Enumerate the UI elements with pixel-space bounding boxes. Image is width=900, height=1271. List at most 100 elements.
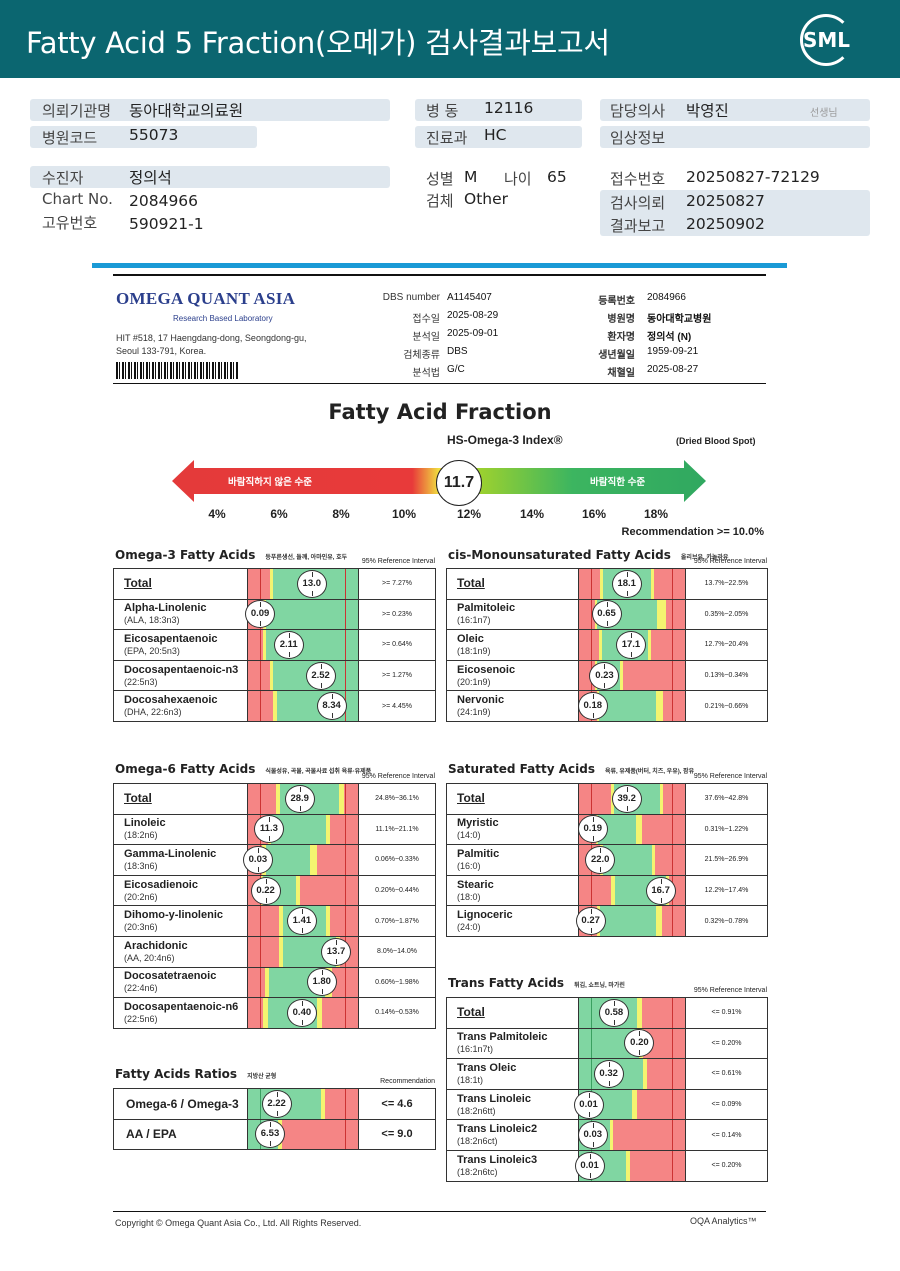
borderline-zone bbox=[278, 906, 284, 936]
trans-row: Trans Linoleic3 (18:2n6tc) 0.01 <= 0.20% bbox=[446, 1149, 768, 1182]
analyte-notation: (EPA, 20:5n3) bbox=[124, 645, 180, 656]
analyte-label: Nervonic bbox=[457, 694, 505, 707]
omega3-table: Total 13.0 >= 7.27% Alpha-Linolenic (ALA, 18… bbox=[113, 568, 436, 722]
lab-field-label: 분석일 bbox=[412, 332, 440, 343]
doctor-box bbox=[600, 99, 870, 121]
analyte-notation: (16:1n7t) bbox=[457, 1044, 494, 1055]
borderline-zone bbox=[263, 998, 268, 1028]
cismono-row: Total 18.1 13.7%~22.5% bbox=[446, 568, 768, 600]
analyte-label: Gamma-Linolenic bbox=[124, 847, 217, 860]
result-bar: 0.03 bbox=[242, 844, 359, 876]
guide-line bbox=[260, 936, 262, 967]
borderline-zone bbox=[309, 845, 318, 875]
analyte-label: Dihomo-y-linolenic bbox=[124, 909, 223, 922]
lab-field-label: 등록번호 bbox=[598, 296, 635, 307]
result-marker: 1.41 bbox=[286, 907, 317, 936]
result-marker: 0.27 bbox=[575, 907, 606, 936]
analyte-name: Omega-6 / Omega-3 bbox=[113, 1088, 248, 1120]
omega3-row: Docosapentaenoic-n3 (22:5n3) 2.52 >= 1.27% bbox=[113, 659, 436, 692]
trans-row: Total 0.58 <= 0.91% bbox=[446, 997, 768, 1029]
saturated-heading: Saturated Fatty Acids 육류, 유제품(버터, 치즈, 우유)… bbox=[448, 762, 694, 776]
borderline-zone bbox=[637, 998, 642, 1028]
out-of-range-zone bbox=[248, 906, 279, 936]
analyte-name: Trans Linoleic2 (18:2n6ct) bbox=[446, 1119, 579, 1151]
sample-type: (Dried Blood Spot) bbox=[676, 436, 756, 446]
out-of-range-zone bbox=[641, 814, 685, 845]
borderline-zone bbox=[659, 784, 663, 814]
omega6-row: Gamma-Linolenic (18:3n6) 0.03 0.06%~0.33% bbox=[113, 844, 436, 876]
out-of-range-zone bbox=[248, 569, 270, 599]
reference-range: >= 1.27% bbox=[358, 659, 436, 692]
guide-line bbox=[672, 845, 674, 875]
result-marker: 2.52 bbox=[305, 661, 336, 690]
analyte-name: Trans Linoleic (18:2n6tt) bbox=[446, 1088, 579, 1121]
borderline-zone bbox=[632, 1089, 638, 1120]
result-bar: 0.65 bbox=[578, 598, 686, 631]
ward-value: 12116 bbox=[484, 99, 534, 117]
omega6-row: Linoleic (18:2n6) 11.3 11.1%~21.1% bbox=[113, 813, 436, 846]
clinical-box bbox=[600, 126, 870, 148]
lab-field-label: 검체종류 bbox=[403, 350, 440, 361]
guide-line bbox=[590, 1059, 592, 1089]
result-bar: 6.53 bbox=[247, 1118, 359, 1151]
lab-tagline: Research Based Laboratory bbox=[173, 314, 273, 323]
result-bar: 0.20 bbox=[578, 1027, 686, 1060]
result-marker: 2.11 bbox=[273, 630, 304, 659]
out-of-range-zone bbox=[321, 998, 358, 1028]
ratios-reference-header: Recommendation bbox=[380, 1078, 435, 1085]
lab-field-label: 생년월일 bbox=[598, 350, 635, 361]
saturated-reference-header: 95% Reference Interval bbox=[693, 773, 767, 780]
total-label: Total bbox=[457, 576, 485, 591]
reference-range: 0.31%~1.22% bbox=[685, 813, 768, 846]
omega3-row: Total 13.0 >= 7.27% bbox=[113, 568, 436, 600]
guide-line bbox=[260, 569, 262, 599]
analyte-label: Trans Oleic bbox=[457, 1061, 517, 1074]
cismono-table: Total 18.1 13.7%~22.5% Palmitoleic (16:1n7) 0… bbox=[446, 568, 768, 722]
result-marker: 0.65 bbox=[591, 600, 622, 629]
analyte-notation: (24:0) bbox=[457, 922, 481, 933]
lab-field-label: 환자명 bbox=[607, 332, 635, 343]
analyte-notation: (22:5n3) bbox=[124, 676, 158, 687]
cismono-reference-header: 95% Reference Interval bbox=[693, 558, 767, 565]
analyte-name: Trans Linoleic3 (18:2n6tc) bbox=[446, 1149, 579, 1182]
borderline-zone bbox=[264, 967, 269, 998]
analyte-name: Total bbox=[446, 997, 579, 1029]
borderline-zone bbox=[317, 998, 322, 1028]
guide-line bbox=[344, 906, 346, 936]
omega3-row: Eicosapentaenoic (EPA, 20:5n3) 2.11 >= 0.64… bbox=[113, 629, 436, 661]
chart-value: 2084966 bbox=[129, 192, 199, 210]
result-marker: 0.22 bbox=[250, 876, 281, 905]
guide-line bbox=[672, 1150, 674, 1181]
lab-field-label: 접수일 bbox=[412, 314, 440, 325]
section-divider bbox=[92, 263, 787, 268]
total-label: Total bbox=[124, 576, 152, 591]
result-marker: 0.19 bbox=[577, 815, 608, 844]
analyte-name: Docosapentaenoic-n6 (22:5n6) bbox=[113, 997, 248, 1029]
analyte-label: Eicosapentaenoic bbox=[124, 632, 218, 645]
guide-line bbox=[260, 630, 262, 660]
reference-range: 0.21%~0.66% bbox=[685, 690, 768, 722]
omega6-food-sources: 식물성유, 곡물, 곡물사료 섭취 육류·유제품 bbox=[265, 769, 372, 775]
omega6-row: Dihomo-y-linolenic (20:3n6) 1.41 0.70%~1.87… bbox=[113, 905, 436, 937]
lab-field-value: 동아대학교병원 bbox=[647, 314, 712, 325]
borderline-zone bbox=[278, 936, 284, 967]
hospital-code-value: 55073 bbox=[129, 126, 179, 144]
analyte-notation: (22:5n6) bbox=[124, 1013, 158, 1024]
ratios-row: Omega-6 / Omega-3 2.22 <= 4.6 bbox=[113, 1088, 436, 1120]
result-bar: 0.23 bbox=[578, 659, 686, 692]
guide-line bbox=[672, 1028, 674, 1059]
result-marker: 2.22 bbox=[261, 1089, 292, 1118]
result-bar: 22.0 bbox=[578, 844, 686, 876]
reference-zones bbox=[248, 906, 358, 936]
analyte-notation: (18:1n9) bbox=[457, 645, 491, 656]
analyte-name: Dihomo-y-linolenic (20:3n6) bbox=[113, 905, 248, 937]
analyte-label: Trans Linoleic bbox=[457, 1092, 531, 1105]
analyte-notation: (20:1n9) bbox=[457, 676, 491, 687]
optimal-zone bbox=[599, 691, 657, 721]
analyte-label: Palmitic bbox=[457, 847, 500, 860]
reference-zones bbox=[579, 906, 685, 936]
lab-field-value: 2025-08-27 bbox=[647, 364, 699, 375]
analyte-label: Trans Palmitoleic bbox=[457, 1031, 548, 1044]
omega3-title: Omega-3 Fatty Acids bbox=[115, 548, 256, 562]
result-bar: 11.3 bbox=[247, 813, 359, 846]
